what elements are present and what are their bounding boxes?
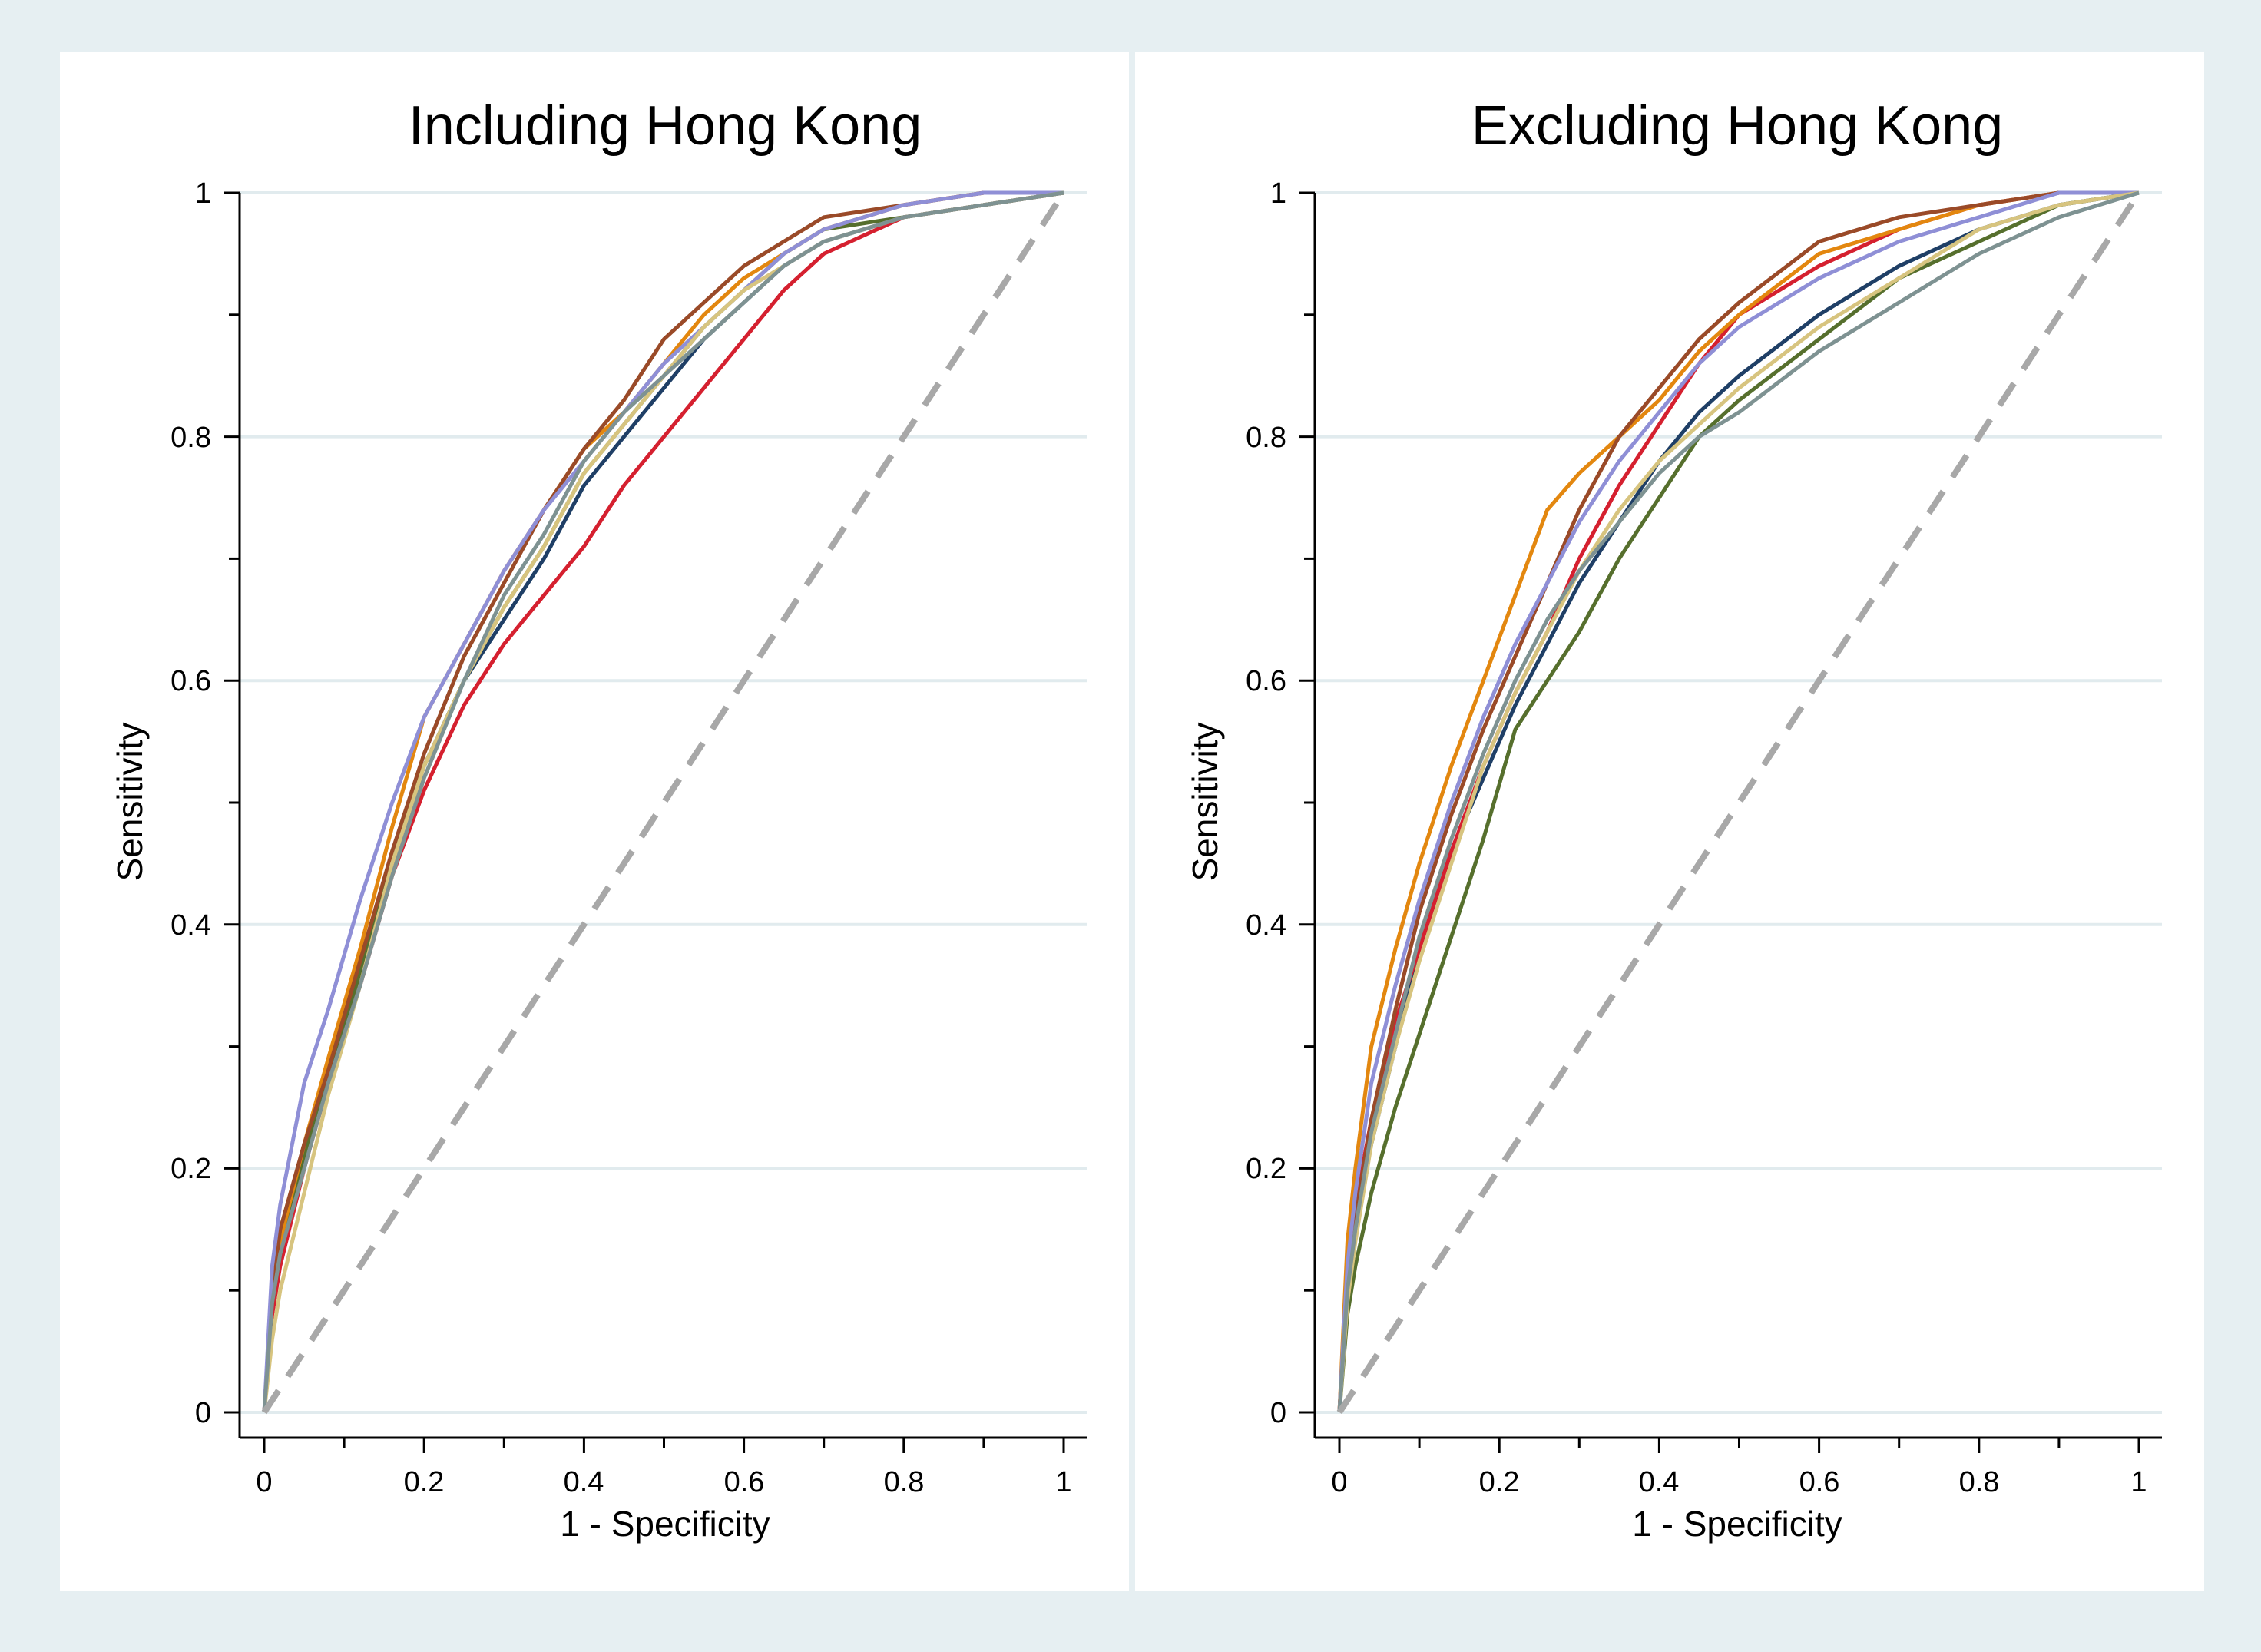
left-y-tick-label: 0.4 xyxy=(170,909,211,942)
right-chart: Excluding Hong Kong 1 - Specificity Sens… xyxy=(1185,95,2162,1544)
left-y-axis-label: Sensitivity xyxy=(110,722,150,881)
left-chart-title: Including Hong Kong xyxy=(409,95,922,157)
right-roc-curve-7 xyxy=(1337,190,2140,1413)
right-roc-curve-8 xyxy=(1337,190,2140,1413)
left-roc-curve-6 xyxy=(262,190,1064,1413)
left-panel-background xyxy=(60,52,1129,1591)
left-x-tick-label: 0.2 xyxy=(404,1466,445,1498)
right-roc-curve-5 xyxy=(1337,190,2139,1413)
right-plot-area xyxy=(1299,190,2162,1453)
right-x-tick-label: 0.4 xyxy=(1639,1466,1680,1498)
right-y-tick-label: 0 xyxy=(1270,1397,1286,1429)
right-chart-title: Excluding Hong Kong xyxy=(1471,95,2003,157)
right-y-tick-label: 0.2 xyxy=(1246,1153,1286,1185)
right-y-tick-label: 1 xyxy=(1270,177,1286,210)
left-x-tick-label: 0.6 xyxy=(724,1466,765,1498)
right-roc-curve-6 xyxy=(1337,190,2139,1413)
right-roc-curve-4 xyxy=(1337,190,2139,1413)
left-y-tick-label: 0.2 xyxy=(170,1153,211,1185)
left-reference-diagonal xyxy=(261,190,1067,1415)
right-reference-diagonal xyxy=(1336,190,2142,1415)
left-x-tick-label: 0.4 xyxy=(564,1466,604,1498)
left-y-tick-label: 1 xyxy=(195,177,211,210)
left-x-tick-label: 0.8 xyxy=(884,1466,925,1498)
left-roc-curve-8 xyxy=(262,190,1064,1413)
right-x-axis-label: 1 - Specificity xyxy=(1632,1504,1842,1544)
right-y-tick-label: 0.4 xyxy=(1246,909,1286,942)
left-y-tick-label: 0.6 xyxy=(170,665,211,697)
right-x-tick-label: 0 xyxy=(1331,1466,1347,1498)
left-y-tick-label: 0 xyxy=(195,1397,211,1429)
left-chart: Including Hong Kong 1 - Specificity Sens… xyxy=(110,95,1087,1544)
left-x-tick-label: 0 xyxy=(256,1466,272,1498)
right-y-tick-label: 0.6 xyxy=(1246,665,1286,697)
left-plot-area xyxy=(224,190,1087,1453)
right-x-tick-label: 1 xyxy=(2130,1466,2147,1498)
right-x-tick-label: 0.2 xyxy=(1479,1466,1520,1498)
left-x-axis-label: 1 - Specificity xyxy=(560,1504,770,1544)
left-x-tick-label: 1 xyxy=(1055,1466,1071,1498)
right-y-axis-label: Sensitivity xyxy=(1185,722,1225,881)
right-x-tick-label: 0.6 xyxy=(1799,1466,1840,1498)
right-y-tick-label: 0.8 xyxy=(1246,422,1286,454)
right-x-tick-label: 0.8 xyxy=(1959,1466,2000,1498)
right-panel-background xyxy=(1135,52,2204,1591)
left-y-tick-label: 0.8 xyxy=(170,422,211,454)
